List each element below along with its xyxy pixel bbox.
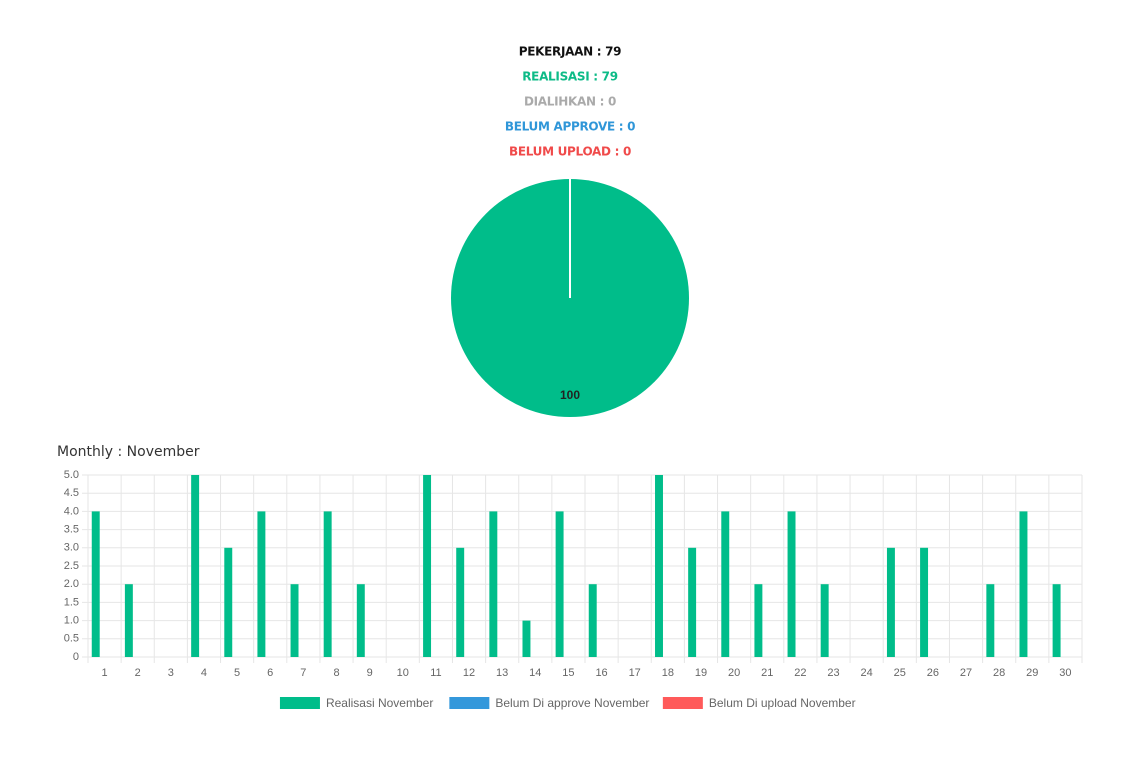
bar [588, 584, 597, 657]
bar [290, 584, 299, 657]
x-tick-label: 1 [102, 667, 108, 679]
x-tick-label: 28 [993, 667, 1005, 679]
bar [820, 584, 829, 657]
y-tick-label: 2.5 [64, 560, 79, 572]
bar [522, 620, 531, 657]
bar [1019, 511, 1028, 657]
x-tick-label: 26 [927, 667, 939, 679]
x-tick-label: 6 [267, 667, 273, 679]
x-tick-label: 11 [430, 667, 441, 679]
x-tick-label: 25 [894, 667, 906, 679]
legend-swatch [449, 697, 490, 709]
stat-line: BELUM UPLOAD : 0 [509, 145, 631, 159]
bar [191, 475, 200, 657]
legend-swatch [662, 697, 703, 709]
x-tick-label: 5 [234, 667, 240, 679]
y-tick-label: 4.5 [64, 487, 79, 499]
x-tick-label: 8 [333, 667, 339, 679]
bar [124, 584, 133, 657]
chart-title: Monthly : November [57, 444, 200, 460]
y-tick-label: 1.5 [64, 596, 79, 608]
bar [456, 547, 465, 657]
bar [754, 584, 763, 657]
x-tick-label: 12 [463, 667, 475, 679]
bar [423, 475, 432, 657]
bar [920, 547, 929, 657]
y-tick-label: 3.0 [64, 542, 79, 554]
x-tick-label: 16 [595, 667, 607, 679]
bar [91, 511, 100, 657]
bar [721, 511, 730, 657]
x-tick-label: 15 [562, 667, 574, 679]
y-tick-label: 2.0 [64, 578, 79, 590]
x-tick-label: 23 [827, 667, 839, 679]
x-tick-label: 22 [794, 667, 806, 679]
bar [886, 547, 895, 657]
x-tick-label: 19 [695, 667, 707, 679]
bar [655, 475, 663, 657]
bar [224, 547, 233, 657]
stat-line: PEKERJAAN : 79 [519, 45, 621, 59]
x-tick-label: 18 [662, 667, 674, 679]
x-tick-label: 27 [960, 667, 972, 679]
x-tick-label: 10 [397, 667, 409, 679]
bar [787, 511, 796, 657]
legend-swatch [279, 697, 320, 709]
legend-label: Belum Di upload November [709, 696, 856, 710]
bar [323, 511, 332, 657]
bar [257, 511, 266, 657]
bar [1052, 584, 1061, 657]
x-tick-label: 9 [367, 667, 373, 679]
x-tick-label: 17 [629, 667, 641, 679]
y-tick-label: 0 [73, 651, 79, 663]
bar [986, 584, 995, 657]
bar [555, 511, 564, 657]
x-tick-label: 30 [1059, 667, 1071, 679]
bar [688, 547, 697, 657]
y-tick-label: 1.0 [64, 615, 79, 627]
legend-label: Realisasi November [326, 696, 433, 710]
y-tick-label: 4.0 [64, 505, 79, 517]
legend-label: Belum Di approve November [495, 696, 649, 710]
stat-line: REALISASI : 79 [522, 70, 618, 84]
bar [356, 584, 365, 657]
x-tick-label: 24 [861, 667, 873, 679]
x-tick-label: 2 [135, 667, 141, 679]
x-tick-label: 7 [300, 667, 306, 679]
x-tick-label: 29 [1026, 667, 1038, 679]
x-tick-label: 4 [201, 667, 207, 679]
x-tick-label: 3 [168, 667, 174, 679]
x-tick-label: 21 [761, 667, 773, 679]
y-tick-label: 3.5 [64, 524, 79, 536]
stat-line: BELUM APPROVE : 0 [505, 120, 635, 134]
x-tick-label: 20 [728, 667, 740, 679]
stat-line: DIALIHKAN : 0 [524, 95, 616, 109]
x-tick-label: 14 [529, 667, 541, 679]
pie-label: 100 [560, 388, 580, 402]
y-tick-label: 0.5 [64, 633, 79, 645]
y-tick-label: 5.0 [64, 469, 79, 481]
bar [489, 511, 498, 657]
x-tick-label: 13 [496, 667, 508, 679]
